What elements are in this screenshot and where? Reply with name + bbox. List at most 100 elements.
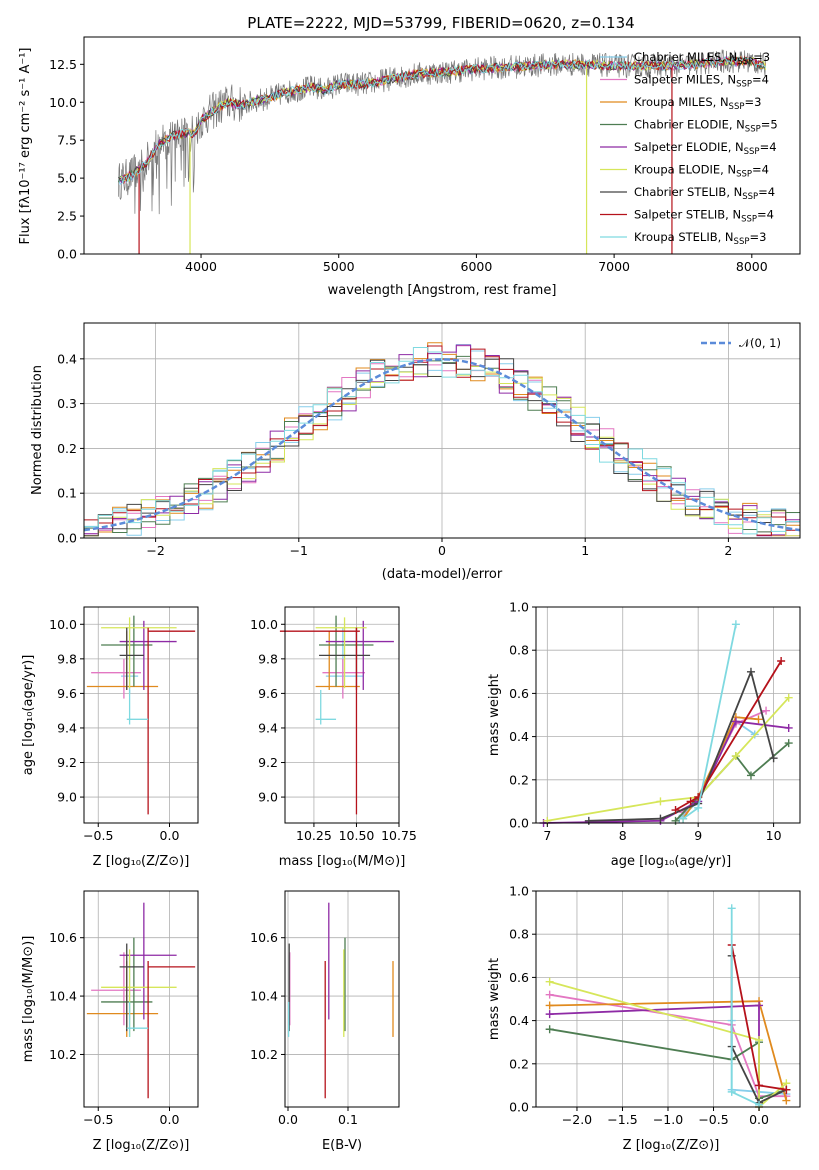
x-tick-label: 10 xyxy=(766,828,782,843)
gauss-curve xyxy=(83,358,801,532)
x-tick-label: 0.1 xyxy=(338,1112,358,1127)
massweight-line xyxy=(549,980,787,1109)
x-tick-label: 4000 xyxy=(185,259,217,274)
y-tick-label: 0.8 xyxy=(509,643,529,658)
legend-label: Chabrier MILES, NSSP=3 xyxy=(634,50,770,67)
x-tick-label: 8000 xyxy=(736,259,768,274)
mass-vs-ebv-panel: 0.0 0.1 10.2 10.4 10.6 xyxy=(250,890,400,1127)
massweight-marker xyxy=(731,620,740,629)
spectrum-panel: PLATE=2222, MJD=53799, FIBERID=0620, z=0… xyxy=(18,14,801,298)
panel-frame xyxy=(284,606,400,824)
x-tick-label: 6000 xyxy=(461,259,493,274)
massweight-marker xyxy=(746,667,755,676)
legend-label: Salpeter STELIB, NSSP=4 xyxy=(634,208,774,225)
y-tick-label: 1.0 xyxy=(509,884,529,899)
legend-label: Kroupa STELIB, NSSP=3 xyxy=(634,230,766,247)
massweight-line xyxy=(674,742,790,822)
massweight-marker xyxy=(727,1087,736,1096)
y-tick-label: 2.5 xyxy=(57,209,77,224)
y-tick-label: 0.4 xyxy=(509,729,529,744)
y-tick-label: 0.0 xyxy=(509,816,529,831)
x-tick-label: −0.5 xyxy=(83,828,113,843)
y-tick-label: 10.2 xyxy=(49,1047,77,1062)
legend-label: Salpeter ELODIE, NSSP=4 xyxy=(634,140,777,157)
massweight-vs-age-panel: 7 8 9 10 0.0 0.2 0.4 0.6 0.8 1.0 xyxy=(509,600,801,843)
y-tick-label: 10.6 xyxy=(49,930,77,945)
y-tick-label: 10.6 xyxy=(250,930,278,945)
x-tick-label: 1 xyxy=(581,543,589,558)
y-tick-label: 0.0 xyxy=(57,531,77,546)
y-tick-label: 9.0 xyxy=(258,790,278,805)
y-tick-label: 0.2 xyxy=(57,441,77,456)
massweight-marker xyxy=(545,990,554,999)
massweight-marker xyxy=(755,1081,764,1090)
y-tick-label: 1.0 xyxy=(509,600,529,615)
residuals-legend: 𝒩(0, 1) xyxy=(701,336,781,350)
y-tick-label: 12.5 xyxy=(49,57,77,72)
legend-label: Salpeter MILES, NSSP=4 xyxy=(634,73,769,90)
massweight-marker xyxy=(656,814,665,823)
ageZ-xlabel: Z [log₁₀(Z/Z⊙)] xyxy=(93,854,190,869)
massweight-marker xyxy=(762,706,771,715)
ageM-xlabel: mass [log₁₀(M/M⊙)] xyxy=(279,854,406,869)
y-tick-label: 9.6 xyxy=(258,686,278,701)
x-tick-label: 0 xyxy=(438,543,446,558)
x-tick-label: 10.25 xyxy=(296,828,332,843)
massweight-marker xyxy=(784,693,793,702)
y-tick-label: 0.2 xyxy=(509,772,529,787)
age-vs-Z-panel: −0.5 0.0 9.0 9.2 9.4 9.6 9.8 10.0 xyxy=(49,606,199,843)
legend-label: Kroupa MILES, NSSP=3 xyxy=(634,95,761,112)
y-tick-label: 10.0 xyxy=(250,617,278,632)
massweight-marker xyxy=(545,1010,554,1019)
y-tick-label: 5.0 xyxy=(57,171,77,186)
panel-frame xyxy=(284,890,400,1108)
panel-frame xyxy=(83,890,199,1108)
massweight-marker xyxy=(755,1001,764,1010)
massE-xlabel: E(B-V) xyxy=(322,1138,362,1153)
x-tick-label: −0.5 xyxy=(698,1112,728,1127)
massweight-marker xyxy=(784,723,793,732)
massweight-marker xyxy=(686,797,695,806)
spectrum-title: PLATE=2222, MJD=53799, FIBERID=0620, z=0… xyxy=(247,14,634,32)
gauss-legend-label: 𝒩(0, 1) xyxy=(739,336,781,350)
massweight-marker xyxy=(769,754,778,763)
massZ-xlabel: Z [log₁₀(Z/Z⊙)] xyxy=(93,1138,190,1153)
legend-label: Chabrier STELIB, NSSP=4 xyxy=(634,185,775,202)
y-tick-label: 10.0 xyxy=(49,617,77,632)
x-tick-label: −1.5 xyxy=(607,1112,637,1127)
y-tick-label: 10.4 xyxy=(250,989,278,1004)
mwZ-ylabel: mass weight xyxy=(487,958,502,1040)
massweight-marker xyxy=(656,797,665,806)
y-tick-label: 10.4 xyxy=(49,989,77,1004)
residuals-ylabel: Normed distribution xyxy=(30,365,45,495)
y-tick-label: 9.0 xyxy=(57,790,77,805)
legend-label: Kroupa ELODIE, NSSP=4 xyxy=(634,163,769,180)
x-tick-label: 0.0 xyxy=(160,1112,180,1127)
ageZ-ylabel: age [log₁₀(age/yr)] xyxy=(21,655,36,776)
massweight-marker xyxy=(545,1025,554,1034)
legend-label: Chabrier ELODIE, NSSP=5 xyxy=(634,118,778,135)
y-tick-label: 0.2 xyxy=(509,1056,529,1071)
y-tick-label: 7.5 xyxy=(57,133,77,148)
massweight-marker xyxy=(545,1001,554,1010)
spectrum-ylabel: Flux [fλ10⁻¹⁷ erg cm⁻² s⁻¹ A⁻¹] xyxy=(18,48,33,245)
massweight-vs-Z-panel: −2.0 −1.5 −1.0 −0.5 0.0 0.0 0.2 0.4 0.6 0.8 1.0 xyxy=(509,884,801,1127)
x-tick-label: −2.0 xyxy=(562,1112,592,1127)
massweight-marker xyxy=(746,771,755,780)
x-tick-label: 8 xyxy=(619,828,627,843)
massweight-marker xyxy=(694,803,703,812)
panel-frame xyxy=(535,606,801,824)
x-tick-label: −1.0 xyxy=(653,1112,683,1127)
massweight-line xyxy=(675,660,782,811)
mwZ-xlabel: Z [log₁₀(Z/Z⊙)] xyxy=(623,1138,720,1153)
panel-frame xyxy=(83,606,199,824)
y-tick-label: 0.6 xyxy=(509,686,529,701)
y-tick-label: 0.0 xyxy=(509,1100,529,1115)
massweight-marker xyxy=(545,977,554,986)
mwAge-xlabel: age [log₁₀(age/yr)] xyxy=(611,854,732,869)
x-tick-label: 2 xyxy=(724,543,732,558)
spectrum-data-line xyxy=(118,49,766,215)
residual-histogram xyxy=(84,342,800,537)
mass-vs-Z-panel: −0.5 0.0 10.2 10.4 10.6 xyxy=(49,890,199,1127)
y-tick-label: 0.6 xyxy=(509,970,529,985)
